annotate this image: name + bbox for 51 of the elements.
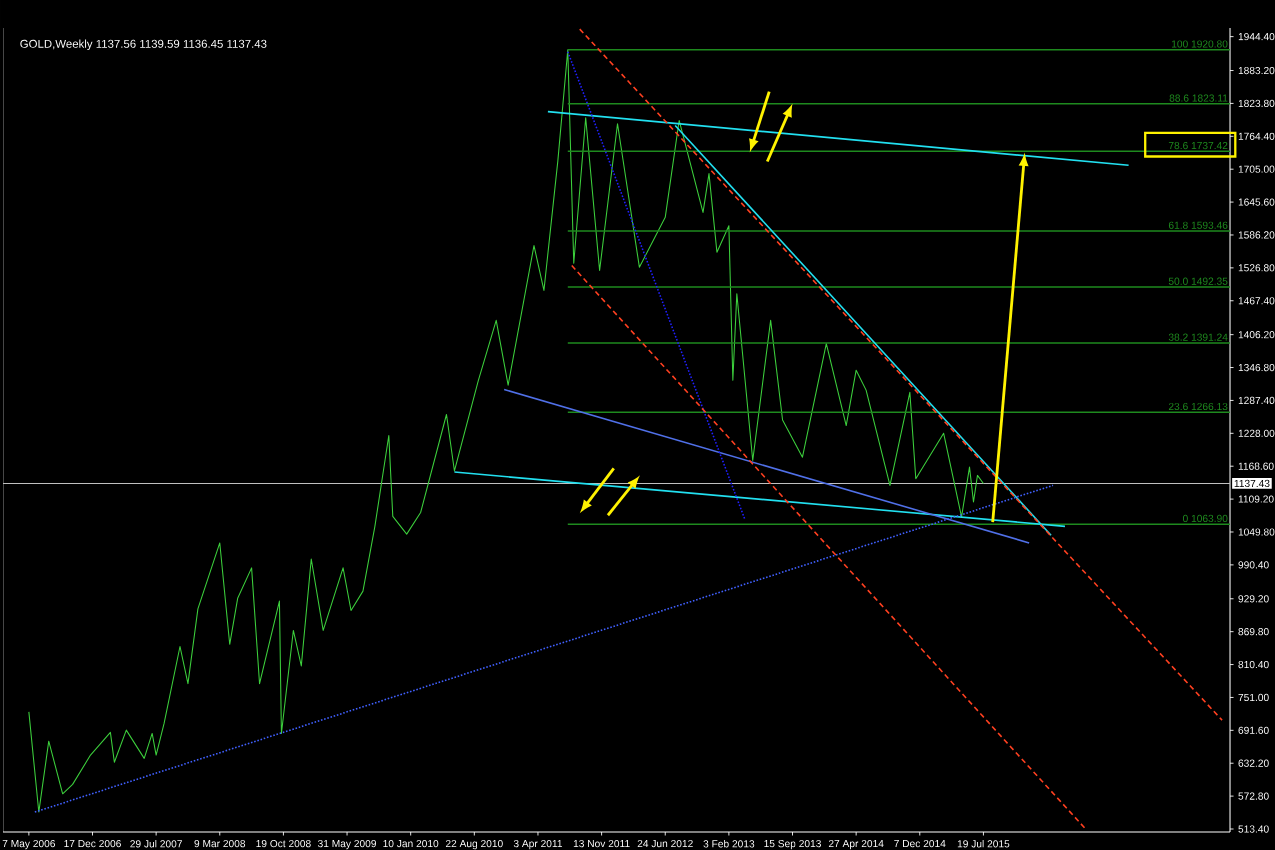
x-tick-label: 3 Feb 2013 [703,839,755,848]
x-tick-label: 27 Apr 2014 [828,839,884,850]
y-tick-label: 1645.60 [1238,198,1275,206]
y-tick-label: 1346.80 [1238,363,1275,372]
x-tick-label: 15 Sep 2013 [764,839,821,850]
x-tick-label: 13 Nov 2011 [573,839,630,848]
series-label: 78.6 1737.42 [1168,141,1228,150]
y-tick-label: 810.40 [1238,660,1269,669]
x-tick-label: 10 Jan 2010 [383,839,439,848]
y-tick-label: 929.20 [1238,595,1269,603]
x-tick-label: 22 Aug 2010 [445,839,503,850]
x-tick-label: 24 Jun 2012 [637,839,693,848]
x-tick-label: 9 Mar 2008 [194,839,246,848]
y-tick-label: 751.00 [1238,693,1269,702]
y-tick-label: 632.20 [1238,759,1269,767]
x-tick-label: 17 Dec 2006 [64,839,121,848]
y-tick-label: 869.80 [1238,628,1269,636]
y-tick-label: 1467.40 [1238,297,1275,305]
y-tick-label: 513.40 [1238,825,1269,833]
series-label: 38.2 1391.24 [1168,333,1228,341]
y-tick-label: 1705.00 [1238,165,1275,173]
y-tick-label: 1228.00 [1238,429,1275,437]
ref-line-label: 1137.43 [1234,479,1270,488]
series-label: 23.6 1266.13 [1168,402,1228,411]
y-tick-label: 1168.60 [1238,462,1274,470]
x-tick-label: 7 May 2006 [2,839,56,850]
y-tick-label: 691.60 [1238,726,1269,734]
series-label: 0 1063.90 [1182,514,1228,523]
y-tick-label: 1526.80 [1238,264,1275,272]
x-tick-label: 19 Oct 2008 [256,839,311,848]
y-tick-label: 1406.20 [1238,331,1275,339]
x-tick-label: 19 Jul 2015 [957,839,1010,848]
x-tick-label: 3 Apr 2011 [513,839,563,850]
y-tick-label: 572.80 [1238,792,1269,800]
x-tick-label: 31 May 2009 [317,839,377,850]
y-tick-label: 990.40 [1238,561,1269,569]
y-tick-label: 1586.20 [1238,231,1275,239]
x-tick-label: 7 Dec 2014 [894,839,946,848]
y-tick-label: 1883.20 [1238,66,1275,75]
y-tick-label: 1944.40 [1238,33,1275,41]
text: GOLD,Weekly 1137.56 1139.59 1136.45 1137.43 [20,39,267,51]
series-label: 50.0 1492.35 [1168,277,1228,285]
y-tick-label: 1049.80 [1238,528,1275,536]
x-tick-label: 29 Jul 2007 [130,839,182,848]
y-tick-label: 1823.80 [1238,99,1275,108]
y-tick-label: 1109.20 [1238,495,1274,503]
series-label: 100 1920.80 [1172,40,1228,48]
series-label: 61.8 1593.46 [1168,221,1228,229]
y-tick-label: 1764.40 [1238,132,1275,140]
y-tick-label: 1287.40 [1238,396,1275,405]
series-label: 88.6 1823.11 [1169,94,1228,102]
